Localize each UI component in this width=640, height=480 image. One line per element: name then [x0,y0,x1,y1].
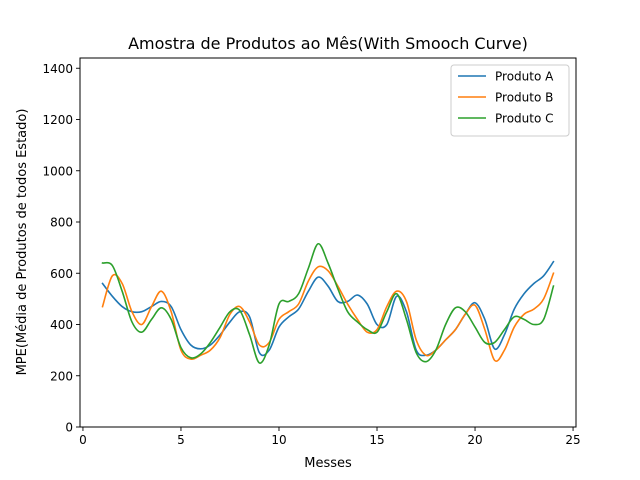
y-axis: 0 200 400 600 800 1000 1200 1400 [42,62,80,435]
legend-label: Produto B [495,91,553,105]
y-tick-label: 1200 [42,113,73,127]
y-tick-label: 200 [50,369,73,383]
series-line-produto-a [101,260,555,357]
legend-label: Produto A [495,70,554,84]
plot-frame [79,57,577,428]
legend: Produto A Produto B Produto C [450,64,570,137]
y-tick-label: 0 [65,421,73,435]
series-layer [101,242,555,364]
y-tick-label: 1400 [42,62,73,76]
x-tick-label: 10 [271,433,286,447]
y-axis-label: MPE(Média de Produtos de todos Estado) [15,109,30,376]
series-line-produto-c [101,242,555,364]
y-tick-label: 400 [50,318,73,332]
x-tick-label: 25 [565,433,580,447]
y-tick-label: 600 [50,267,73,281]
x-tick-label: 20 [467,433,482,447]
y-tick-label: 800 [50,216,73,230]
x-axis: 0 5 10 15 20 25 [79,427,581,447]
x-axis-label: Messes [304,456,352,471]
x-tick-label: 5 [177,433,185,447]
legend-label: Produto C [495,112,554,126]
x-tick-label: 15 [369,433,384,447]
chart-title: Amostra de Produtos ao Mês(With Smooch C… [128,34,528,53]
x-tick-label: 0 [79,433,87,447]
y-tick-label: 1000 [42,164,73,178]
